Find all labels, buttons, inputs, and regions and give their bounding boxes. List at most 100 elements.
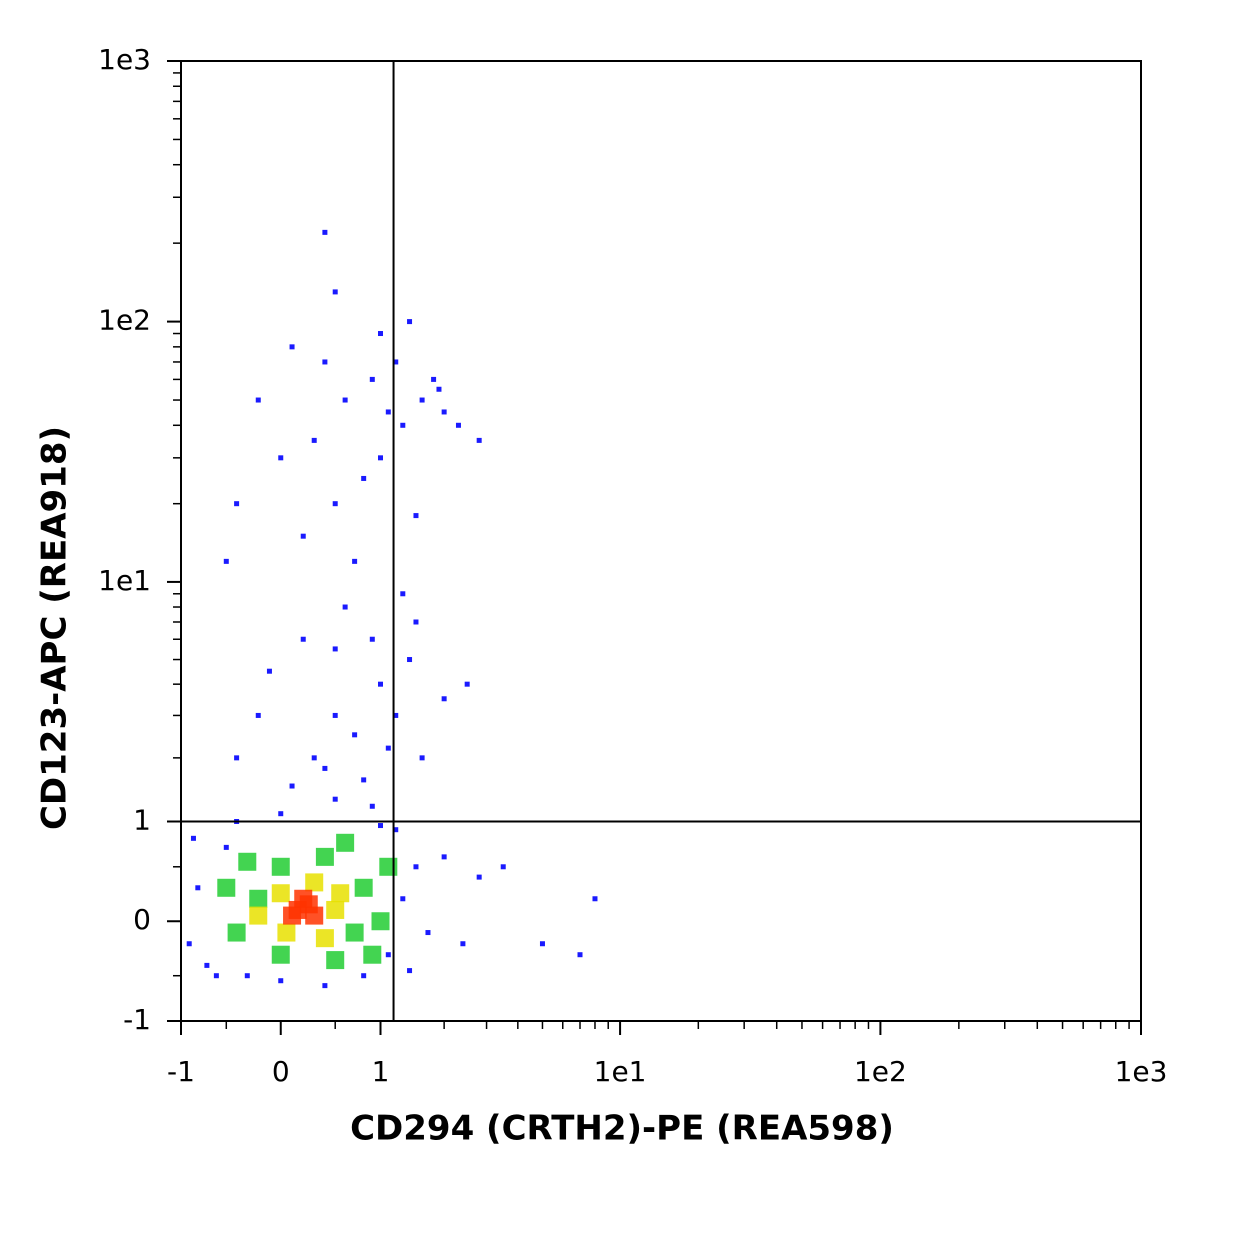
data-point [322,359,328,365]
data-point [400,422,406,428]
data-point [539,941,545,947]
data-point [326,900,345,919]
data-point [300,636,306,642]
data-point [331,884,350,903]
data-point [289,344,295,350]
data-point [476,437,482,443]
data-point [378,823,384,829]
y-tick-label: -1 [123,1003,151,1036]
data-point [352,558,358,564]
data-point [378,455,384,461]
data-point [305,906,324,925]
data-point [378,681,384,687]
x-tick-label: 0 [272,1055,290,1088]
data-point [393,827,399,833]
data-point [255,397,261,403]
data-point [249,889,268,908]
data-point [332,796,338,802]
data-point [577,952,583,958]
data-point [278,455,284,461]
data-point [393,359,399,365]
data-point [238,852,257,871]
data-point [352,732,358,738]
y-tick-label: 1e3 [98,43,151,76]
data-point [186,941,192,947]
data-point [441,696,447,702]
data-point [385,745,391,751]
data-point [464,681,470,687]
data-point [227,923,246,942]
y-tick-label: 1 [133,803,151,836]
data-point [460,941,466,947]
data-point [278,811,284,817]
data-point [371,912,390,931]
data-point [332,501,338,507]
data-point [431,376,437,382]
data-point [407,657,413,663]
data-point [332,289,338,295]
data-point [311,755,317,761]
data-point [378,331,384,337]
data-point [271,857,290,876]
data-point [393,712,399,718]
data-point [223,844,229,850]
data-point [336,833,355,852]
data-point [278,978,284,984]
data-point [322,229,328,235]
data-point [249,906,268,925]
data-point [217,878,236,897]
data-point [345,923,364,942]
data-point [311,437,317,443]
x-tick-label: 1e2 [854,1055,907,1088]
data-point [369,636,375,642]
data-point [361,475,367,481]
data-point [407,968,413,974]
data-point [342,397,348,403]
data-point [255,712,261,718]
data-point [592,896,598,902]
data-point [413,864,419,870]
data-point [361,973,367,979]
y-axis-title: CD123-APC (REA918) [35,426,75,830]
data-point [195,885,201,891]
data-point [223,558,229,564]
data-point [322,983,328,989]
data-point [213,973,219,979]
data-point [385,952,391,958]
data-point [369,803,375,809]
y-tick-label: 1e1 [98,564,151,597]
data-point [271,945,290,964]
data-point [400,591,406,597]
data-point [441,409,447,415]
data-point [400,896,406,902]
data-point [407,319,413,325]
data-point [234,501,240,507]
data-point [244,973,250,979]
x-tick-label: 1e1 [594,1055,647,1088]
data-point [385,409,391,415]
data-point [379,857,398,876]
data-point [476,874,482,880]
x-tick-label: -1 [167,1055,195,1088]
data-point [441,854,447,860]
data-point [332,712,338,718]
data-point [300,533,306,539]
y-tick-label: 0 [133,903,151,936]
data-point [363,945,382,964]
data-point [204,962,210,968]
x-tick-label: 1 [372,1055,390,1088]
data-point [322,765,328,771]
data-point [289,783,295,789]
data-point [455,422,461,428]
x-axis-title: CD294 (CRTH2)-PE (REA598) [350,1109,894,1149]
data-point [305,873,324,892]
data-point [425,930,431,936]
x-tick-label: 1e3 [1115,1055,1168,1088]
data-point [419,397,425,403]
data-point [234,755,240,761]
data-point [315,847,334,866]
data-point [500,864,506,870]
data-point [361,777,367,783]
